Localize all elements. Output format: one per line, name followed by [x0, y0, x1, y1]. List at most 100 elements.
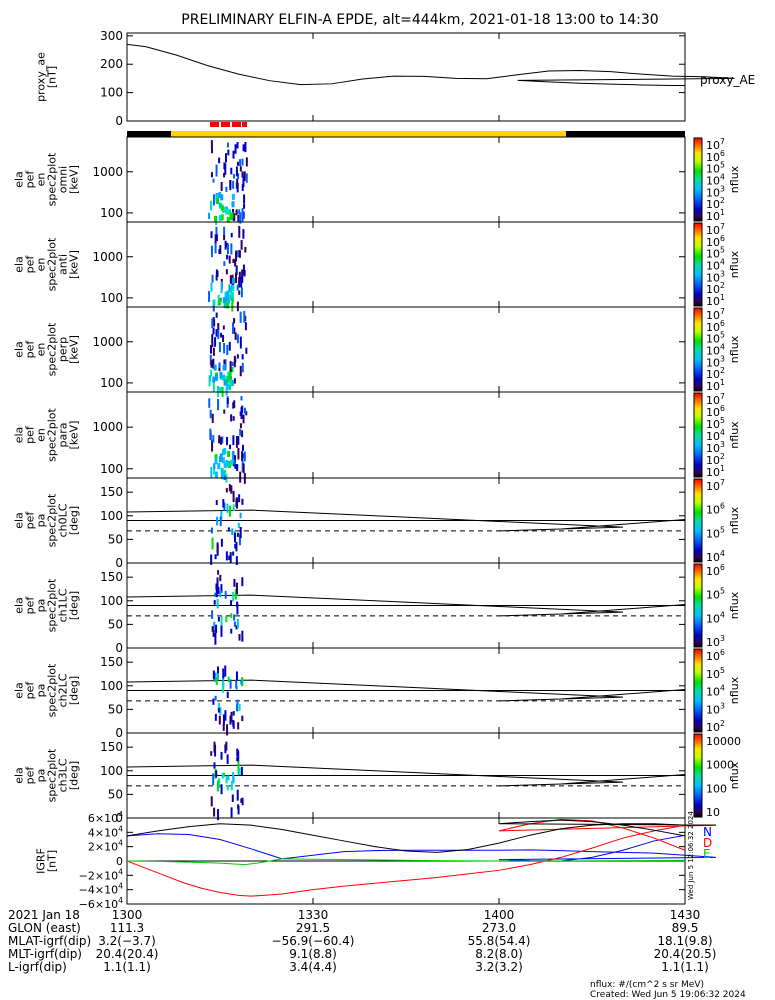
spectrogram-pixel: [231, 367, 234, 373]
spectrogram-pixel: [225, 269, 228, 275]
panel-5: elapefenspec2plotpara[keV]10010001071061…: [13, 391, 741, 484]
spectrogram-pixel: [212, 299, 216, 306]
ylabel-line: ela: [13, 427, 26, 444]
spectrogram-pixel: [226, 216, 230, 223]
igrf-total-line: [126, 819, 717, 853]
spectrogram-pixel: [216, 516, 219, 526]
spectrogram-pixel: [214, 672, 217, 682]
spectrogram-pixel: [220, 473, 224, 480]
spectrogram-pixel: [212, 630, 215, 637]
ytick-label: 100: [100, 86, 123, 100]
spectrogram-pixel: [229, 715, 232, 725]
spectrogram-pixel: [236, 699, 239, 705]
ytick-label: 2×104: [88, 839, 123, 854]
spectrogram-pixel: [226, 724, 229, 736]
spectrogram-pixel: [210, 554, 213, 565]
spectrogram-pixel: [235, 265, 238, 275]
spectrogram-pixel: [209, 354, 212, 366]
spectrogram-pixel: [210, 466, 213, 478]
spectrogram-pixel: [219, 590, 222, 598]
spectrogram-pixel: [240, 396, 243, 401]
spectrogram-pixel: [243, 451, 246, 462]
spectrogram-pixel: [220, 538, 223, 547]
spectrogram-pixel: [219, 453, 223, 460]
spectrogram-pixel: [236, 354, 239, 359]
colorbar: 10000 1000 100 10 nflux: [693, 733, 741, 819]
spectrogram-pixel: [211, 626, 214, 632]
spectrogram-pixel: [244, 141, 247, 153]
legend-n: N: [703, 825, 712, 839]
ylabel-line: ela: [13, 341, 26, 358]
spectrogram-pixel: [218, 192, 222, 199]
spectrogram-pixel: [214, 215, 218, 222]
conjunction-marker: [242, 122, 247, 127]
ytick-label: 50: [108, 617, 123, 631]
spectrogram-pixel: [237, 750, 240, 763]
spectrogram-pixel: [230, 167, 233, 175]
spectrogram-pixel: [223, 502, 226, 511]
spectrogram-pixel: [225, 437, 228, 446]
ylabel-line: para: [57, 423, 70, 448]
colorbar-tick-label: 106: [706, 502, 725, 517]
spectrogram-pixel: [212, 670, 215, 680]
colorbar-tick-label: 101: [706, 378, 725, 393]
spectrogram-pixel: [228, 484, 231, 492]
spectrogram-pixel: [219, 516, 222, 527]
footer-row-label: L-igrf(dip): [8, 960, 67, 974]
colorbar-tick-label: 10: [706, 806, 720, 819]
ylabel-line: spec2plot: [46, 237, 59, 291]
spectrogram-pixel: [221, 449, 225, 456]
colorbar-gradient: [693, 137, 703, 222]
ytick-label: 100: [100, 206, 123, 220]
proxy-ae-line: [126, 43, 735, 87]
spectrogram-pixel: [226, 785, 229, 791]
spectrogram-pixel: [245, 347, 248, 354]
spectrogram-pixel: [223, 172, 226, 178]
spectrogram-pixel: [237, 173, 240, 180]
spectrogram-pixel: [214, 458, 218, 465]
ylabel-line: ch0LC: [57, 503, 70, 537]
spectrogram-pixel: [239, 423, 242, 429]
spectrogram-pixel: [236, 301, 239, 312]
spectrogram-pixel: [236, 178, 239, 189]
spectrogram-pixel: [216, 673, 219, 681]
spectrogram-pixel: [210, 172, 213, 178]
ylabel-line: spec2plot: [46, 152, 59, 206]
ylabel-line: omni: [57, 166, 70, 193]
units-note: nflux: #/(cm^2 s sr MeV): [590, 980, 704, 990]
conjunction-marker: [221, 122, 230, 127]
ylabel-line: pef: [24, 425, 37, 444]
spectrogram-pixel: [216, 598, 219, 609]
spectrogram-pixel: [211, 274, 214, 283]
spectrogram-pixel: [226, 397, 229, 404]
spectrogram-pixel: [209, 428, 212, 435]
colorbar-tick-label: 100: [706, 782, 727, 795]
ylabel-line: spec2plot: [46, 748, 59, 802]
spectrogram-pixel: [216, 198, 220, 205]
spectrogram-pixel: [232, 490, 235, 503]
spectrogram-pixel: [222, 499, 225, 508]
footer-cell: 111.3: [110, 921, 144, 935]
ylabel-line: pef: [24, 511, 37, 530]
spectrogram-pixel: [234, 543, 237, 549]
spectrogram-pixel: [226, 754, 229, 764]
ylabel-line: pef: [24, 340, 37, 359]
spectrogram-pixel: [213, 319, 216, 327]
spectrogram-pixel: [230, 613, 233, 618]
spectrogram-pixel: [240, 798, 243, 803]
spectrogram-pixel: [241, 275, 244, 283]
ylabel-line: [deg]: [68, 761, 81, 790]
spectrogram-pixel: [233, 621, 236, 627]
spectrogram-pixel: [238, 277, 241, 288]
spectrogram-pixel: [235, 272, 238, 284]
spectrogram-pixel: [209, 344, 212, 354]
spectrogram-pixel: [217, 329, 220, 340]
spectrogram-pixel: [215, 374, 219, 381]
spectrogram-pixel: [229, 213, 233, 220]
footer-cell: 55.8(54.4): [468, 934, 531, 948]
ytick-label: 1000: [92, 335, 123, 349]
ytick-label: −6×104: [79, 896, 123, 911]
ylabel-line: [keV]: [68, 250, 81, 279]
